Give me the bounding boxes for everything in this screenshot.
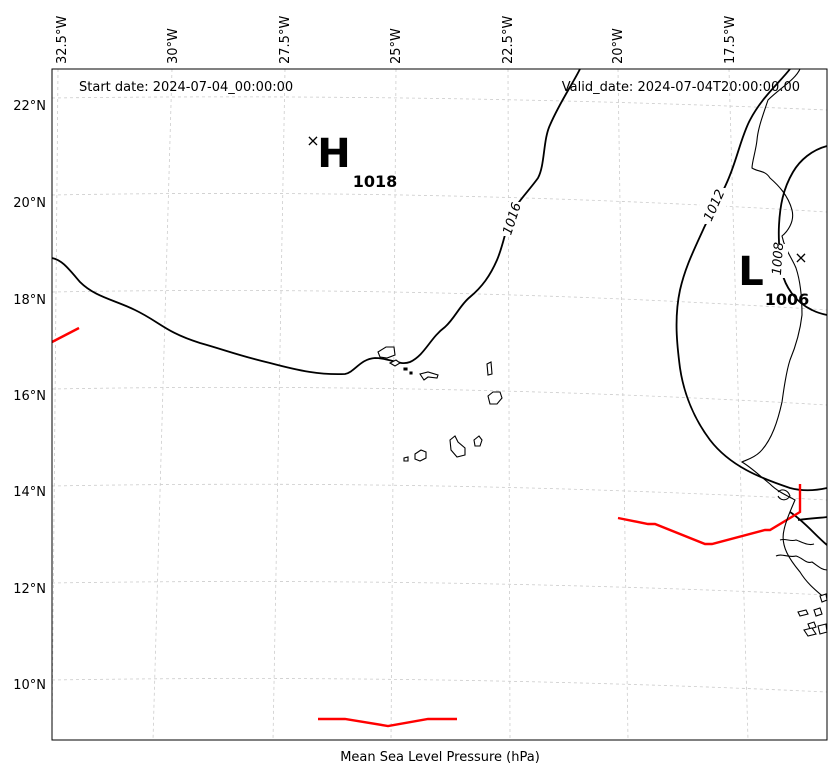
lon-label: 17.5°W <box>723 16 738 64</box>
lon-label: 20°W <box>611 28 626 64</box>
coast-inlet-1 <box>775 554 828 571</box>
isobars <box>51 68 828 546</box>
islet-b <box>409 371 413 375</box>
island-brava <box>403 456 409 462</box>
bijagos-1 <box>797 609 809 617</box>
island-santo-antao <box>377 346 396 359</box>
lon-label: 30°W <box>166 28 181 64</box>
pressure-centers: × H 1018 × L 1006 <box>306 131 809 309</box>
lat-label: 12°N <box>13 582 46 597</box>
bijagos-2 <box>813 607 823 617</box>
low-letter: L <box>738 249 764 295</box>
bijagos-6 <box>819 593 828 603</box>
low-value: 1006 <box>765 290 810 309</box>
front-west <box>51 326 80 344</box>
islet-a <box>403 367 408 371</box>
latitude-labels: 22°N 20°N 18°N 16°N 14°N 12°N 10°N <box>13 99 46 693</box>
coast-inlet-3 <box>777 489 791 501</box>
island-sal <box>486 361 493 376</box>
bijagos-4 <box>803 627 817 637</box>
front-east <box>617 484 802 546</box>
isobar-south-2 <box>797 516 828 521</box>
contour-labels: 1016 1012 1008 <box>500 187 788 278</box>
isobar-1012 <box>675 68 828 492</box>
lat-label: 14°N <box>13 485 46 500</box>
lat-label: 20°N <box>13 196 46 211</box>
front-south <box>318 717 457 728</box>
isobar-1016 <box>51 68 581 376</box>
island-boa-vista <box>487 391 503 405</box>
start-date-label: Start date: 2024-07-04_00:00:00 <box>79 80 293 95</box>
fronts <box>51 326 802 728</box>
lon-label: 27.5°W <box>278 16 293 64</box>
coastlines <box>377 68 828 637</box>
island-santiago <box>449 435 466 458</box>
island-maio <box>473 435 483 447</box>
longitude-labels: 32.5°W 30°W 27.5°W 25°W 22.5°W 20°W 17.5… <box>55 16 738 64</box>
high-marker: × <box>306 131 319 150</box>
high-value: 1018 <box>353 172 398 191</box>
lon-label: 22.5°W <box>501 16 516 64</box>
lon-label: 25°W <box>389 28 404 64</box>
map-frame <box>51 68 828 741</box>
island-sao-nicolau <box>419 371 439 381</box>
lon-label: 32.5°W <box>55 16 70 64</box>
graticule <box>51 68 828 741</box>
bijagos-3 <box>807 621 817 630</box>
coast-inlet-2 <box>779 538 815 546</box>
island-fogo <box>414 449 427 462</box>
island-sao-vicente <box>388 359 401 367</box>
lat-label: 16°N <box>13 389 46 404</box>
valid-date-label: Valid_date: 2024-07-04T20:00:00.00 <box>562 80 800 95</box>
bijagos-5 <box>817 623 828 635</box>
low-marker: × <box>794 248 807 267</box>
africa-coast <box>740 68 828 601</box>
contour-label-1008: 1008 <box>770 242 787 276</box>
lat-label: 22°N <box>13 99 46 114</box>
lat-label: 18°N <box>13 293 46 308</box>
map-caption: Mean Sea Level Pressure (hPa) <box>340 750 540 765</box>
lat-label: 10°N <box>13 678 46 693</box>
high-letter: H <box>317 131 350 177</box>
